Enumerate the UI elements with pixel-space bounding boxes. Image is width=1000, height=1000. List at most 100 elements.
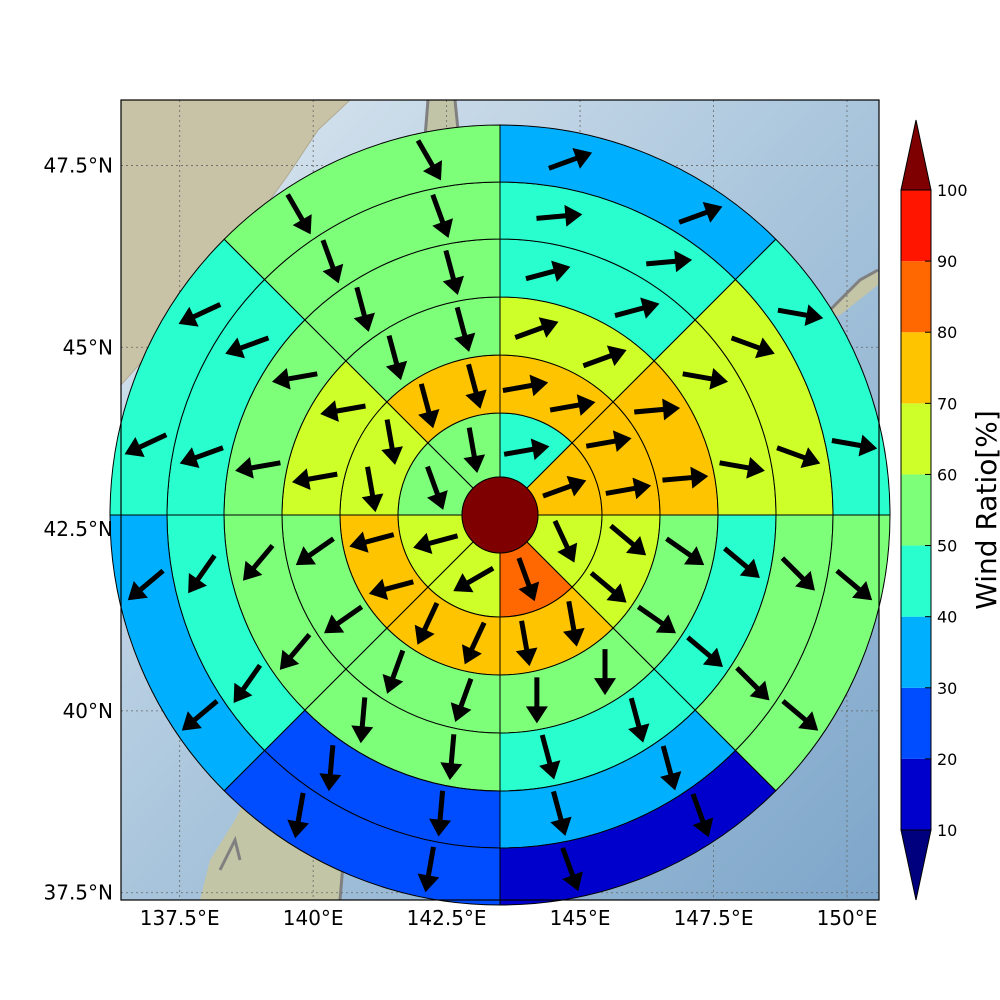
- wind-arrow-head: [606, 583, 627, 603]
- wind-arrow-head: [429, 818, 452, 837]
- wind-arrow-shaft: [354, 286, 368, 319]
- wind-arrow-head: [442, 275, 464, 295]
- wind-arrow-head: [562, 871, 583, 892]
- wind-arrow-shaft: [730, 335, 762, 351]
- wind-arrow: [589, 571, 627, 603]
- wind-arrow: [634, 398, 681, 421]
- wind-arrow-shaft: [634, 406, 666, 415]
- wind-arrow-head: [804, 304, 824, 327]
- wind-arrow-shaft: [516, 557, 532, 589]
- wind-arrow-shaft: [735, 666, 761, 692]
- wind-arrow: [605, 477, 652, 500]
- wind-arrow-shaft: [250, 543, 275, 571]
- wind-arrow-shaft: [430, 193, 446, 225]
- wind-arrow: [425, 465, 448, 510]
- wind-arrow-shaft: [384, 419, 395, 451]
- wind-arrow: [235, 457, 281, 479]
- wind-arrow-shaft: [678, 209, 710, 225]
- wind-arrow-shaft: [614, 305, 646, 318]
- wind-arrow-head: [632, 477, 652, 500]
- wind-arrow-shaft: [386, 334, 400, 367]
- colorbar-label: Wind Ratio[%]: [970, 410, 1000, 610]
- y-tick-label: 45°N: [63, 335, 113, 359]
- wind-arrow-shaft: [542, 483, 574, 499]
- wind-arrow: [502, 374, 549, 397]
- wind-arrow-head: [324, 614, 345, 634]
- wind-arrow: [686, 635, 723, 668]
- colorbar-tick-label: 30: [937, 679, 957, 698]
- wind-arrow-head: [181, 711, 202, 731]
- colorbar-under-extension: [900, 829, 932, 901]
- wind-arrow-head: [353, 312, 375, 332]
- wind-arrow: [594, 649, 617, 696]
- wind-arrow-shaft: [286, 371, 318, 382]
- wind-arrow-head: [576, 394, 596, 416]
- wind-arrow: [188, 554, 217, 594]
- wind-arrow-shaft: [249, 460, 281, 471]
- wind-arrow-head: [465, 389, 487, 409]
- wind-arrow: [320, 239, 344, 284]
- y-tick-label: 37.5°N: [44, 881, 114, 905]
- wind-arrow: [442, 249, 464, 295]
- wind-arrow-head: [417, 873, 440, 893]
- wind-arrow-head: [351, 725, 374, 744]
- wind-arrow: [127, 568, 165, 601]
- wind-arrow: [361, 466, 384, 513]
- colorbar-swatch: [901, 687, 931, 759]
- wind-arrow: [585, 430, 632, 453]
- wind-arrow-head: [626, 535, 647, 556]
- wind-arrow-head: [529, 374, 549, 397]
- wind-arrow: [562, 600, 585, 647]
- wind-arrow-head: [562, 627, 585, 647]
- wind-arrow-shaft: [665, 536, 694, 559]
- colorbar-swatch: [901, 758, 931, 830]
- wind-vectors: [124, 139, 878, 893]
- wind-arrow-head: [702, 647, 723, 668]
- wind-arrow-shaft: [539, 734, 553, 766]
- wind-arrow-head: [381, 446, 403, 465]
- colorbar-swatch: [901, 261, 931, 333]
- wind-arrow: [440, 734, 463, 781]
- wind-arrow-head: [414, 624, 435, 645]
- wind-arrow-shaft: [334, 403, 366, 414]
- colorbar-swatch: [901, 474, 931, 546]
- wind-arrow-head: [385, 360, 408, 381]
- wind-arrow-head: [292, 214, 312, 235]
- wind-arrow: [552, 519, 578, 563]
- wind-arrow-shaft: [536, 213, 568, 221]
- wind-arrow-head: [422, 160, 443, 181]
- colorbar-tick-label: 100: [937, 181, 968, 200]
- wind-arrow-shaft: [327, 745, 336, 777]
- wind-arrow: [291, 468, 338, 491]
- wind-arrow-head: [361, 493, 384, 513]
- wind-arrow: [453, 566, 495, 593]
- wind-arrow-head: [454, 332, 476, 352]
- wind-arrow: [429, 790, 452, 837]
- wind-arrow-head: [349, 531, 369, 553]
- colorbar-tick-label: 10: [937, 821, 957, 840]
- wind-arrow: [835, 568, 873, 601]
- wind-arrow: [582, 345, 627, 369]
- wind-arrow: [525, 260, 571, 282]
- wind-arrow-head: [461, 644, 482, 665]
- wind-arrow-shaft: [137, 568, 165, 593]
- wind-arrow: [324, 604, 364, 634]
- wind-arrow-shaft: [192, 445, 224, 461]
- colorbar-swatch: [901, 332, 931, 404]
- wind-arrow: [730, 335, 775, 359]
- wind-arrow-head: [539, 760, 561, 780]
- wind-arrow: [636, 604, 676, 634]
- x-tick-label: 137.5°E: [140, 906, 220, 930]
- wind-arrow-shaft: [662, 474, 694, 483]
- wind-arrow-shaft: [560, 847, 576, 878]
- wind-arrow: [550, 790, 572, 836]
- wind-arrow: [279, 632, 312, 670]
- wind-arrow-head: [418, 409, 440, 429]
- wind-arrow: [690, 793, 714, 838]
- wind-arrow: [353, 286, 375, 332]
- wind-arrow: [660, 745, 682, 791]
- colorbar-swatch: [901, 403, 931, 475]
- wind-arrow-head: [320, 400, 339, 422]
- wind-arrow: [287, 792, 309, 839]
- wind-arrow-shaft: [238, 335, 270, 351]
